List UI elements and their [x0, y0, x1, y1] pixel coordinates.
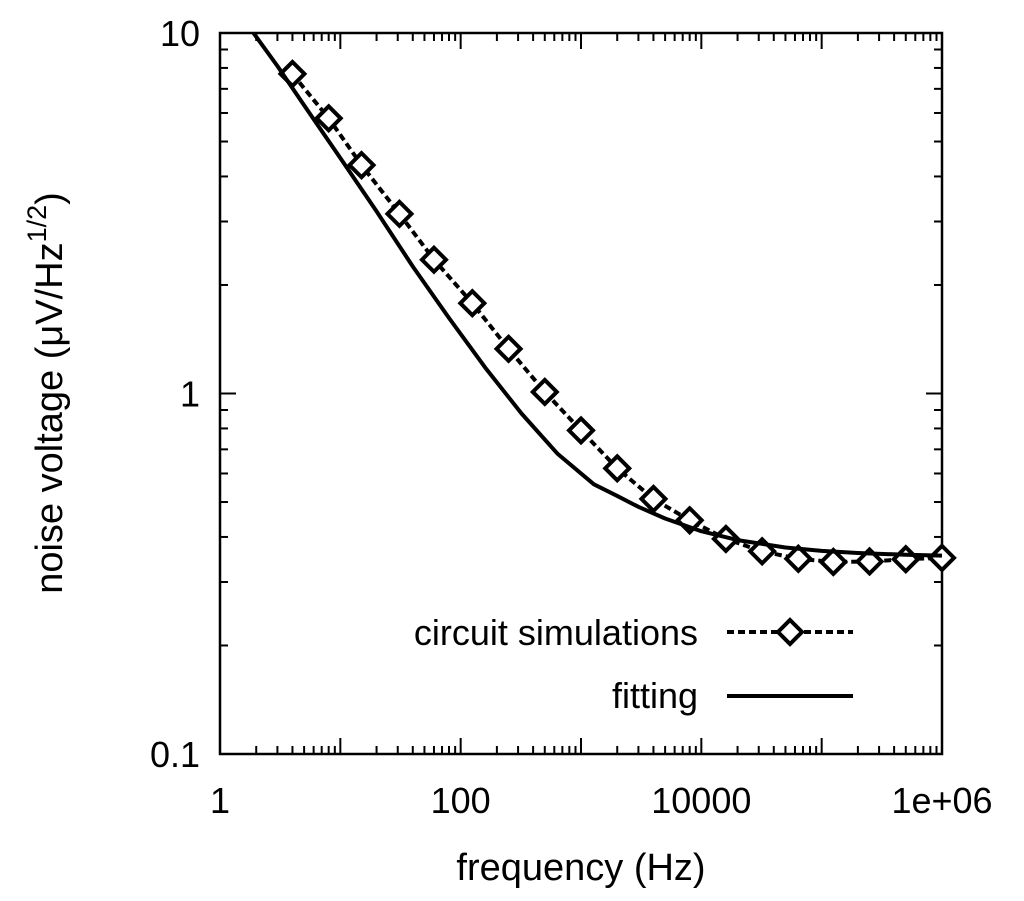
- data-point-diamond: [602, 453, 633, 484]
- series-line: [290, 72, 942, 564]
- data-point-diamond: [313, 103, 344, 134]
- legend-label-circuit-simulations: circuit simulations: [414, 612, 698, 653]
- series-layer: [251, 33, 957, 577]
- data-point-diamond: [818, 547, 849, 577]
- series-circuit-simulations: [277, 59, 957, 577]
- x-axis-label: frequency (Hz): [456, 847, 705, 889]
- legend: circuit simulations fitting: [414, 612, 853, 716]
- series-line: [251, 33, 942, 558]
- legend-label-fitting: fitting: [612, 675, 698, 716]
- data-point-diamond: [493, 334, 524, 364]
- y-axis-label: noise voltage (μV/Hz1/2): [22, 192, 71, 594]
- data-point-diamond: [747, 536, 777, 567]
- x-tick-label: 100: [431, 780, 491, 821]
- series-fitting: [251, 33, 942, 558]
- data-point-diamond: [384, 199, 415, 229]
- data-point-diamond: [419, 244, 449, 275]
- y-axis-label-main: noise voltage (μV/Hz: [29, 242, 71, 593]
- x-tick-label: 1: [210, 780, 230, 821]
- data-point-diamond: [927, 543, 957, 573]
- x-tick-label: 1e+06: [891, 780, 992, 821]
- data-point-diamond: [638, 484, 669, 514]
- data-point-diamond: [529, 377, 560, 407]
- data-point-diamond: [346, 150, 377, 180]
- y-tick-label: 0.1: [150, 734, 200, 775]
- data-point-diamond: [890, 544, 921, 575]
- y-axis-label-close: ): [29, 192, 71, 205]
- data-point-diamond: [566, 415, 596, 446]
- axis-ticks: [219, 32, 943, 755]
- y-axis-label-sup: 1/2: [22, 205, 52, 243]
- legend-marker-diamond: [775, 617, 805, 647]
- data-point-diamond: [783, 543, 814, 574]
- data-point-diamond: [457, 288, 488, 319]
- y-tick-label: 1: [180, 374, 200, 415]
- x-tick-label: 10000: [651, 780, 751, 821]
- y-tick-label: 10: [160, 13, 200, 54]
